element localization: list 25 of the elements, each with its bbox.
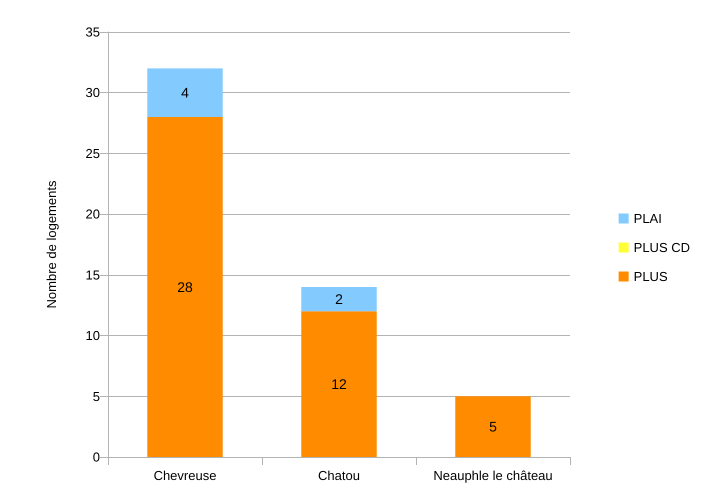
bar <box>455 396 531 457</box>
legend-label: PLUS <box>634 269 668 284</box>
x-tick-label: Neauphle le château <box>433 468 553 483</box>
y-axis-title: Nombre de logements <box>44 180 59 308</box>
x-tick-label: Chevreuse <box>154 468 216 483</box>
bar <box>301 287 377 312</box>
data-label: 12 <box>331 376 347 392</box>
data-label: 4 <box>181 84 190 101</box>
x-tick-label: Chatou <box>318 468 360 483</box>
legend-label: PLAI <box>634 211 662 226</box>
y-tick-label: 20 <box>86 206 100 222</box>
data-label: 5 <box>489 418 498 435</box>
y-tick-label: 15 <box>86 267 100 282</box>
y-tick-label: 35 <box>86 24 100 40</box>
y-tick-label: 25 <box>86 146 100 161</box>
y-tick-label: 30 <box>86 85 100 100</box>
y-tick-label: 10 <box>86 328 100 344</box>
bar <box>301 311 377 457</box>
data-label: 2 <box>335 291 344 308</box>
data-label: 28 <box>177 279 193 295</box>
y-tick-label: 0 <box>92 450 100 464</box>
legend-label: PLUS CD <box>634 240 690 255</box>
bar <box>147 68 223 117</box>
y-tick-label: 5 <box>92 388 100 404</box>
bar <box>147 117 223 457</box>
